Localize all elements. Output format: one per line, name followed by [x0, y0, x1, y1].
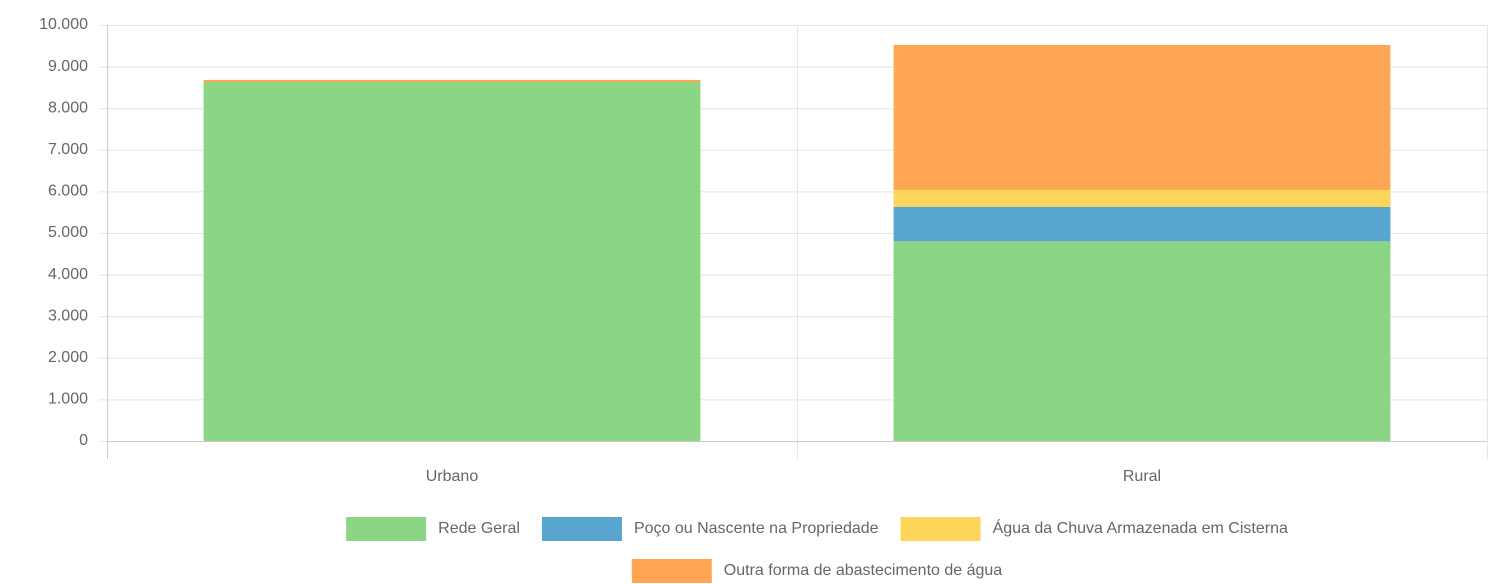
y-tick-label: 2.000 — [48, 349, 88, 366]
y-tick-label: 6.000 — [48, 183, 88, 200]
y-tick-label: 7.000 — [48, 141, 88, 158]
bar-segment — [893, 44, 1391, 190]
y-tick-label: 4.000 — [48, 266, 88, 283]
legend-label: Rede Geral — [438, 520, 520, 537]
legend-label: Outra forma de abastecimento de água — [724, 562, 1002, 579]
legend-item: Poço ou Nascente na Propriedade — [541, 517, 879, 541]
legend-item: Água da Chuva Armazenada em Cisterna — [900, 517, 1288, 541]
y-tick-label: 8.000 — [48, 99, 88, 116]
legend-label: Poço ou Nascente na Propriedade — [634, 520, 879, 537]
x-tick-label: Urbano — [426, 468, 479, 485]
y-tick-label: 10.000 — [39, 16, 88, 33]
bar-segment — [893, 207, 1391, 242]
x-tick-label: Rural — [1123, 468, 1161, 485]
bar-segment — [203, 79, 701, 82]
legend-swatch — [541, 517, 622, 541]
y-tick-label: 9.000 — [48, 58, 88, 75]
y-tick-label: 3.000 — [48, 307, 88, 324]
legend-swatch — [900, 517, 981, 541]
bar-segment — [893, 189, 1391, 207]
legend-swatch — [631, 559, 712, 583]
bar-segment — [203, 81, 701, 441]
y-tick-label: 1.000 — [48, 391, 88, 408]
legend-swatch — [346, 517, 427, 541]
legend-item: Outra forma de abastecimento de água — [631, 559, 1002, 583]
y-tick-label: 0 — [79, 432, 88, 449]
y-tick-label: 5.000 — [48, 224, 88, 241]
legend-label: Água da Chuva Armazenada em Cisterna — [993, 518, 1288, 537]
bar-segment — [893, 241, 1391, 441]
legend-item: Rede Geral — [346, 517, 520, 541]
